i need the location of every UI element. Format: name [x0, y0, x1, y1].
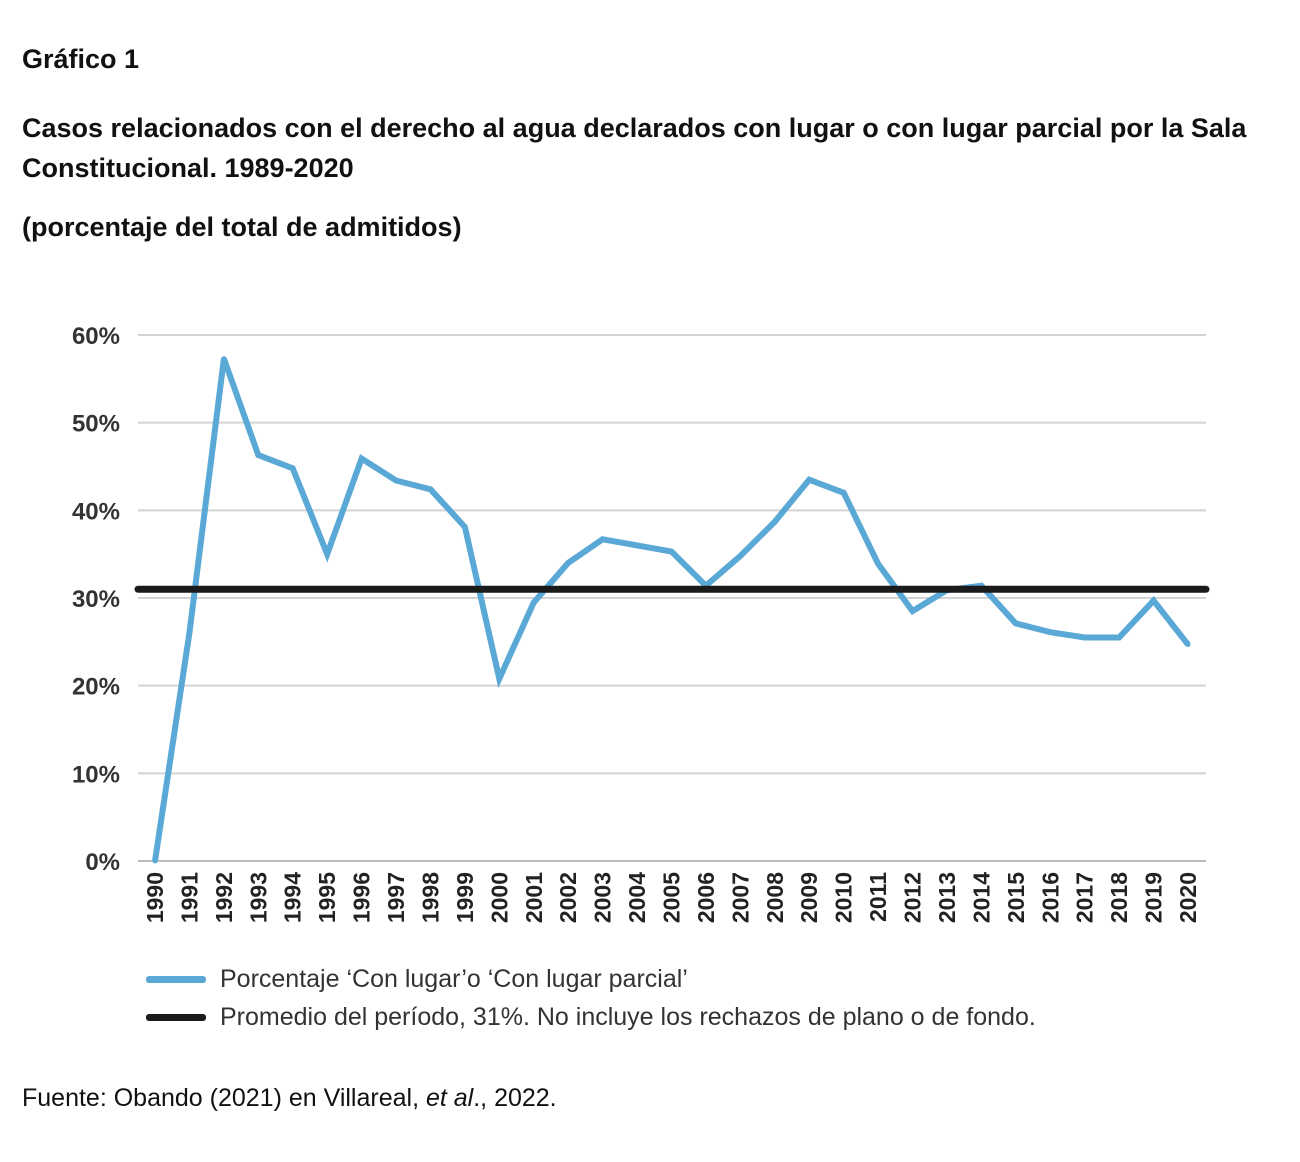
data-point-1993: [255, 452, 261, 458]
data-point-1994: [290, 465, 296, 471]
data-point-2008: [772, 519, 778, 525]
x-tick-label-1997: 1997: [383, 872, 409, 923]
line-chart: 0%10%20%30%40%50%60% 1990 1991 1992 1993 199…: [72, 323, 1210, 923]
data-point-2018: [1116, 634, 1122, 640]
data-point-2002: [565, 560, 571, 566]
data-point-1998: [427, 486, 433, 492]
data-point-2020: [1185, 641, 1191, 647]
data-point-2019: [1151, 598, 1157, 604]
y-tick-label-30: 30%: [72, 586, 120, 613]
source-suffix: ., 2022.: [473, 1084, 557, 1112]
chart-subtitle: (porcentaje del total de admitidos): [22, 212, 462, 242]
x-tick-label-1993: 1993: [245, 872, 271, 923]
x-tick-label-2020: 2020: [1175, 872, 1201, 923]
data-point-1997: [393, 478, 399, 484]
legend-label-percentage: Porcentaje ‘Con lugar’o ‘Con lugar parci…: [220, 965, 688, 993]
x-tick-label-2010: 2010: [831, 872, 857, 923]
legend-entry-percentage: Porcentaje ‘Con lugar’o ‘Con lugar parci…: [146, 965, 688, 994]
x-tick-label-1996: 1996: [349, 872, 375, 923]
x-tick-label-2014: 2014: [968, 872, 994, 923]
grid-lines: [138, 334, 1206, 862]
data-point-2000: [496, 676, 502, 682]
figure-label: Gráfico 1: [22, 44, 140, 74]
x-tick-label-2018: 2018: [1106, 872, 1132, 923]
x-tick-label-1992: 1992: [211, 872, 237, 923]
data-point-2001: [531, 599, 537, 605]
y-axis-labels: 0% 10% 20% 30% 40% 50% 60%: [72, 323, 120, 876]
data-point-1991: [186, 630, 192, 636]
x-tick-label-2005: 2005: [659, 872, 685, 923]
x-tick-label-1998: 1998: [417, 872, 443, 923]
data-point-1990: [152, 858, 158, 864]
legend-label-average: Promedio del período, 31%. No incluye lo…: [220, 1003, 1036, 1031]
x-tick-label-2007: 2007: [727, 872, 753, 923]
source-italic: et al: [425, 1084, 474, 1112]
x-tick-label-2006: 2006: [693, 872, 719, 923]
y-tick-label-60: 60%: [72, 323, 120, 350]
legend-swatch-average: [146, 1014, 206, 1021]
legend-entry-average: Promedio del período, 31%. No incluye lo…: [146, 1003, 1036, 1032]
chart-title: Casos relacionados con el derecho al agu…: [22, 113, 1247, 183]
data-point-1992: [221, 356, 227, 362]
data-point-2011: [875, 561, 881, 567]
data-point-2017: [1082, 634, 1088, 640]
y-tick-label-50: 50%: [72, 411, 120, 438]
legend-swatch-percentage: [146, 976, 206, 983]
source-note: Fuente: Obando (2021) en Villareal, et a…: [22, 1084, 557, 1113]
x-tick-label-2013: 2013: [934, 872, 960, 923]
data-point-2015: [1013, 620, 1019, 626]
y-tick-label-20: 20%: [72, 674, 120, 701]
x-tick-label-2008: 2008: [762, 872, 788, 923]
x-tick-label-2004: 2004: [624, 872, 650, 923]
x-tick-label-1999: 1999: [452, 872, 478, 923]
y-tick-label-10: 10%: [72, 761, 120, 788]
x-tick-label-1994: 1994: [280, 872, 306, 923]
data-point-2012: [910, 608, 916, 614]
x-tick-label-1991: 1991: [176, 872, 202, 923]
data-point-2009: [806, 477, 812, 483]
x-tick-label-2001: 2001: [521, 872, 547, 923]
data-point-1995: [324, 551, 330, 557]
data-point-2010: [841, 490, 847, 496]
x-tick-label-1990: 1990: [142, 872, 168, 923]
x-tick-label-2015: 2015: [1003, 872, 1029, 923]
data-point-2007: [737, 553, 743, 559]
source-prefix: Fuente: Obando (2021) en Villareal,: [22, 1084, 426, 1112]
x-tick-label-2019: 2019: [1141, 872, 1167, 923]
data-point-2003: [600, 536, 606, 542]
x-axis-labels: 1990 1991 1992 1993 1994 1995 1996 1997 1998 1999…: [142, 872, 1201, 923]
x-tick-label-2002: 2002: [555, 872, 581, 923]
x-tick-label-2003: 2003: [590, 872, 616, 923]
series-group: [134, 356, 1210, 864]
x-tick-label-2009: 2009: [796, 872, 822, 923]
data-point-1999: [462, 524, 468, 530]
data-point-2005: [669, 549, 674, 555]
x-tick-label-2016: 2016: [1037, 872, 1063, 923]
y-tick-label-0: 0%: [85, 849, 120, 876]
series-line-percentage: [152, 357, 1191, 862]
y-tick-label-40: 40%: [72, 498, 120, 525]
data-point-1996: [359, 456, 365, 462]
x-tick-label-1995: 1995: [314, 872, 340, 923]
data-point-2016: [1047, 629, 1053, 635]
x-tick-label-2000: 2000: [486, 872, 512, 923]
data-point-2004: [634, 542, 640, 548]
x-tick-label-2012: 2012: [900, 872, 926, 923]
x-tick-label-2017: 2017: [1072, 872, 1098, 923]
x-tick-label-2011: 2011: [865, 872, 891, 922]
